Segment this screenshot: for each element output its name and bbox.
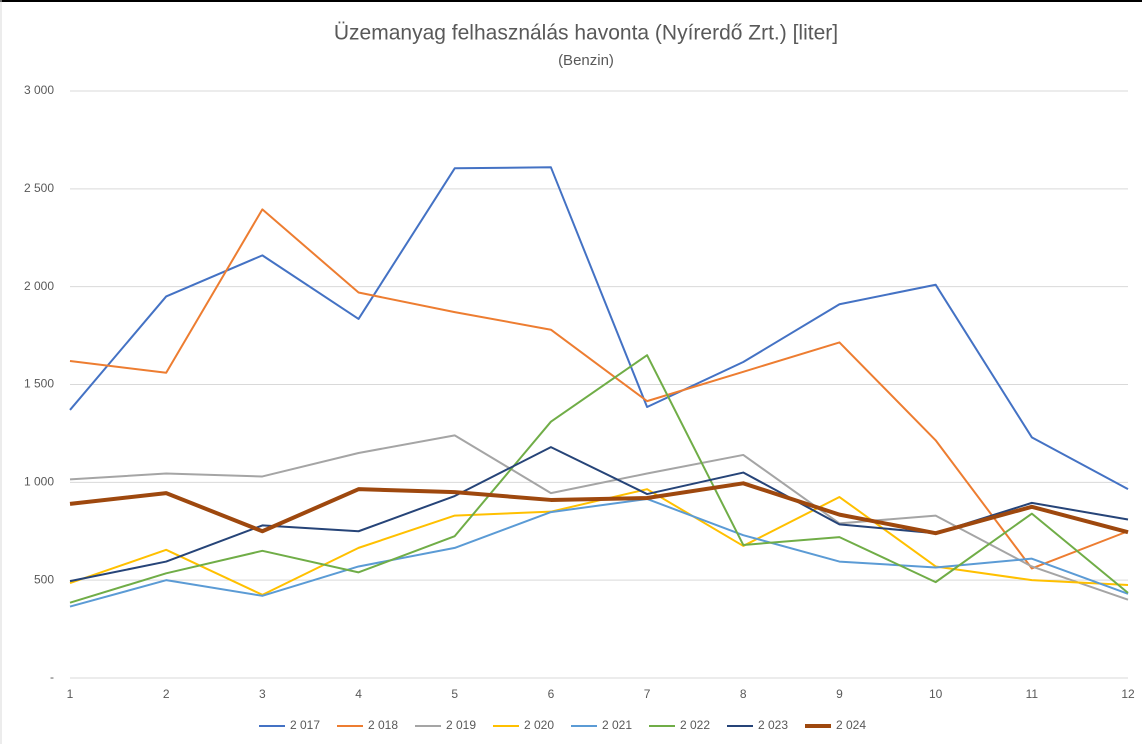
x-tick-label: 3	[259, 687, 266, 701]
series-line	[69, 208, 1129, 570]
series-line	[69, 481, 1129, 536]
x-tick-label: 10	[929, 687, 943, 701]
y-tick-label: -	[50, 670, 54, 684]
chart-title: Üzemanyag felhasználás havonta (Nyírerdő…	[334, 22, 838, 45]
legend-label: 2 024	[836, 718, 866, 732]
x-tick-label: 1	[67, 687, 74, 701]
chart-subtitle: (Benzin)	[558, 52, 614, 69]
legend-label: 2 019	[446, 718, 476, 732]
series-line	[69, 497, 1129, 608]
legend-label: 2 020	[524, 718, 554, 732]
y-tick-label: 1 500	[24, 377, 54, 391]
y-tick-label: 1 000	[24, 475, 54, 489]
x-tick-label: 9	[836, 687, 843, 701]
x-tick-label: 2	[163, 687, 170, 701]
series-line	[69, 434, 1129, 601]
legend-label: 2 018	[368, 718, 398, 732]
x-tick-label: 4	[355, 687, 362, 701]
y-tick-label: 2 500	[24, 181, 54, 195]
legend-label: 2 017	[290, 718, 320, 732]
x-tick-label: 11	[1026, 687, 1039, 701]
x-tick-label: 12	[1121, 687, 1135, 701]
legend-label: 2 023	[758, 718, 788, 732]
x-tick-label: 7	[644, 687, 651, 701]
y-tick-label: 500	[34, 572, 54, 586]
x-tick-label: 5	[451, 687, 458, 701]
x-tick-label: 6	[548, 687, 555, 701]
x-tick-label: 8	[740, 687, 747, 701]
legend-label: 2 022	[680, 718, 710, 732]
series-line	[69, 354, 1129, 604]
y-tick-label: 3 000	[24, 83, 54, 97]
legend-label: 2 021	[602, 718, 632, 732]
y-tick-label: 2 000	[24, 279, 54, 293]
series-line	[69, 166, 1129, 491]
